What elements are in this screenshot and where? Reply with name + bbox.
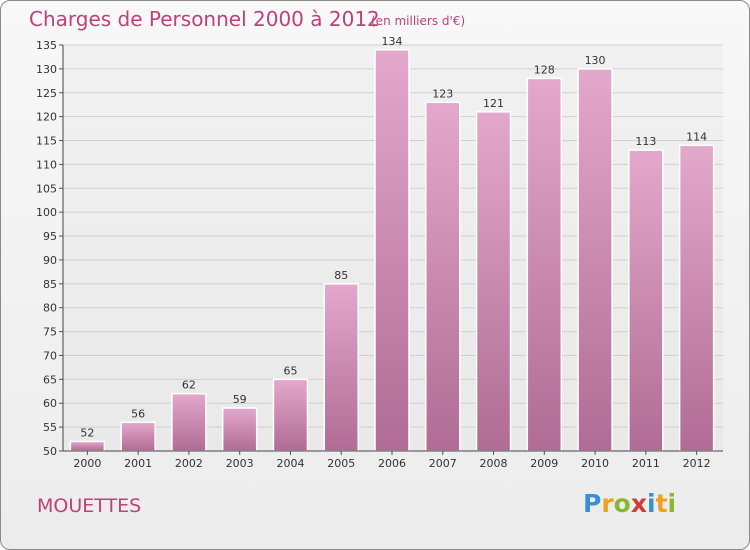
data-label: 56 — [131, 407, 145, 420]
chart-subtitle: (en milliers d'€) — [371, 14, 466, 28]
x-tick-label: 2001 — [124, 457, 152, 470]
data-label: 130 — [585, 54, 606, 67]
x-tick-label: 2007 — [429, 457, 457, 470]
y-tick-label: 50 — [43, 445, 57, 458]
y-tick-label: 110 — [36, 158, 57, 171]
commune-name: MOUETTES — [37, 495, 142, 517]
x-tick-label: 2005 — [327, 457, 355, 470]
proxiti-logo: Proxiti — [583, 489, 677, 518]
data-label: 52 — [80, 426, 94, 439]
data-label: 114 — [686, 130, 707, 143]
x-tick-label: 2000 — [73, 457, 101, 470]
y-tick-label: 65 — [43, 373, 57, 386]
x-tick-label: 2004 — [276, 457, 304, 470]
x-tick-label: 2002 — [175, 457, 203, 470]
y-tick-label: 70 — [43, 349, 57, 362]
data-label: 121 — [483, 97, 504, 110]
x-tick-label: 2009 — [530, 457, 558, 470]
bar — [171, 392, 207, 452]
data-label: 128 — [534, 63, 555, 76]
y-tick-label: 130 — [36, 63, 57, 76]
bar — [526, 77, 563, 452]
data-label: 65 — [283, 364, 297, 377]
y-tick-label: 135 — [36, 39, 57, 52]
bar — [272, 378, 309, 452]
y-tick-label: 105 — [36, 182, 57, 195]
data-label: 62 — [182, 379, 196, 392]
x-tick-label: 2008 — [480, 457, 508, 470]
data-label: 113 — [635, 135, 656, 148]
bar — [221, 407, 258, 452]
data-label: 134 — [382, 35, 403, 48]
x-tick-label: 2012 — [683, 457, 711, 470]
bar — [577, 68, 613, 452]
y-tick-label: 90 — [43, 254, 57, 267]
chart-title: Charges de Personnel 2000 à 2012 — [29, 7, 380, 31]
data-label: 85 — [334, 269, 348, 282]
bar — [69, 440, 106, 452]
x-tick-label: 2011 — [632, 457, 660, 470]
bar — [120, 421, 156, 452]
y-tick-label: 120 — [36, 111, 57, 124]
bar — [425, 101, 461, 452]
bar — [374, 49, 410, 452]
y-tick-label: 115 — [36, 135, 57, 148]
data-label: 59 — [233, 393, 247, 406]
bar — [678, 144, 715, 452]
x-tick-label: 2003 — [226, 457, 254, 470]
y-tick-label: 125 — [36, 87, 57, 100]
bar — [323, 283, 359, 452]
bar — [475, 111, 512, 452]
y-tick-label: 60 — [43, 397, 57, 410]
x-tick-label: 2010 — [581, 457, 609, 470]
x-tick-label: 2006 — [378, 457, 406, 470]
bar — [628, 149, 664, 452]
y-tick-label: 75 — [43, 326, 57, 339]
y-tick-label: 85 — [43, 278, 57, 291]
data-label: 123 — [432, 87, 453, 100]
y-tick-label: 100 — [36, 206, 57, 219]
y-tick-label: 55 — [43, 421, 57, 434]
y-tick-label: 80 — [43, 302, 57, 315]
y-tick-label: 95 — [43, 230, 57, 243]
